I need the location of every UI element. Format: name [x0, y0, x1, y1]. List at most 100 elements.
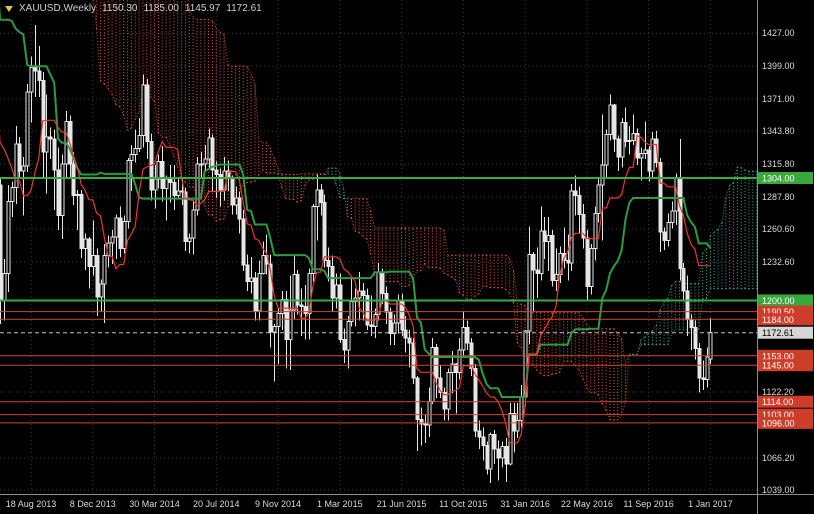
- candle-bull: [311, 205, 316, 274]
- senkou-span-a-line: [127, 127, 132, 131]
- senkou-span-a-line: [185, 182, 190, 188]
- candle-bull: [539, 230, 544, 274]
- senkou-span-a-line: [366, 238, 372, 255]
- senkou-span-a-line: [474, 293, 480, 297]
- price-tick-label: 1287.80: [762, 192, 795, 202]
- price-badge: [758, 172, 813, 185]
- senkou-span-a-line: [138, 93, 144, 113]
- senkou-span-a-line: [601, 403, 607, 411]
- date-tick-label: 30 Mar 2014: [129, 499, 180, 509]
- candle-bear: [481, 436, 486, 446]
- candle-bear: [172, 182, 177, 197]
- senkou-span-a-line: [586, 388, 592, 393]
- senkou-span-b-line: [578, 312, 584, 318]
- senkou-span-a-line: [710, 231, 715, 237]
- senkou-span-a-line: [412, 270, 418, 279]
- candle-bull: [457, 349, 462, 373]
- candle-bear: [210, 137, 215, 171]
- price-badge: [758, 416, 813, 429]
- senkou-span-a-line: [173, 156, 179, 168]
- date-tick-label: 22 May 2016: [561, 499, 613, 509]
- symbol-timeframe-label: XAUUSD,Weekly: [19, 3, 97, 14]
- candle-bull: [627, 139, 632, 143]
- candle-bull: [102, 255, 107, 285]
- candle-bear: [79, 193, 84, 250]
- candle-bear: [322, 202, 327, 261]
- candle-bull: [600, 164, 605, 186]
- candle-bull: [187, 237, 192, 243]
- time-axis[interactable]: 18 Aug 2013 8 Dec 2013 30 Mar 2014 20 Jul 2…: [6, 499, 733, 509]
- candle-bull: [650, 138, 655, 172]
- candle-bear: [369, 324, 374, 327]
- price-badge: [758, 349, 813, 362]
- price-tick-label: 1066.20: [762, 453, 795, 463]
- price-badge-label: 1304.00: [762, 174, 795, 184]
- candle-bull: [83, 238, 88, 250]
- candle-bull: [376, 271, 381, 316]
- candle-bear: [338, 284, 343, 340]
- candle-bear: [380, 271, 385, 294]
- candle-bull: [44, 136, 49, 153]
- senkou-span-a-line: [455, 279, 460, 294]
- senkou-span-b-line: [258, 138, 263, 144]
- senkou-span-a-line: [725, 184, 731, 199]
- price-tick-label: 1399.00: [762, 61, 795, 71]
- candle-bear: [183, 191, 188, 243]
- senkou-span-a-line: [103, 83, 109, 90]
- senkou-span-a-line: [706, 235, 711, 250]
- candle-bull: [122, 221, 127, 250]
- senkou-span-b-line: [439, 227, 445, 231]
- candle-bear: [419, 418, 424, 425]
- senkou-span-a-line: [274, 172, 279, 175]
- candle-bull: [60, 163, 65, 217]
- candle-bull: [666, 222, 671, 241]
- candle-bull: [346, 321, 351, 351]
- senkou-span-a-line: [555, 371, 561, 375]
- candle-bear: [492, 434, 497, 450]
- senkou-span-a-line: [548, 373, 553, 377]
- tenkan-sen-line: [0, 119, 711, 444]
- candle-bull: [527, 254, 532, 332]
- candle-bear: [245, 264, 250, 283]
- candle-bull: [257, 272, 262, 312]
- senkou-span-a-line: [451, 276, 456, 281]
- senkou-span-b-line: [339, 196, 344, 200]
- senkou-span-a-line: [443, 272, 449, 276]
- senkou-span-a-line: [671, 280, 677, 286]
- senkou-span-a-line: [285, 198, 290, 200]
- candle-bull: [446, 371, 451, 410]
- candle-bear: [253, 277, 258, 312]
- candle-bull: [2, 272, 7, 301]
- senkou-span-a-line: [713, 229, 719, 233]
- candle-bear: [342, 338, 347, 351]
- candle-bear: [218, 173, 223, 191]
- senkou-span-a-line: [293, 199, 298, 203]
- candle-bull: [75, 193, 80, 197]
- price-badge: [758, 313, 813, 326]
- candle-bull: [114, 217, 119, 238]
- candle-bull: [10, 186, 15, 203]
- candle-bear: [295, 274, 300, 306]
- price-axis[interactable]: 1427.00 1399.00 1371.00 1343.80 1315.80 1287.…: [758, 28, 813, 495]
- senkou-span-a-line: [150, 97, 155, 102]
- senkou-span-a-line: [571, 361, 576, 366]
- senkou-span-a-line: [262, 169, 267, 174]
- senkou-span-a-line: [574, 365, 580, 371]
- senkou-span-a-line: [200, 194, 206, 206]
- candle-bull: [427, 401, 432, 426]
- senkou-span-a-line: [702, 248, 707, 254]
- price-tick-label: 1343.80: [762, 126, 795, 136]
- candle-bear: [230, 177, 235, 206]
- candle-bear: [415, 377, 420, 420]
- candle-bear: [160, 161, 165, 190]
- senkou-span-a-line: [644, 333, 649, 338]
- candle-bull: [392, 322, 397, 334]
- candle-bear: [41, 79, 46, 153]
- senkou-span-a-line: [744, 169, 750, 172]
- senkou-span-a-line: [405, 284, 410, 288]
- candle-bear: [701, 377, 706, 380]
- senkou-span-b-line: [277, 167, 283, 175]
- price-badge-label: 1103.00: [762, 410, 794, 420]
- price-tick-label: 1427.00: [762, 28, 795, 38]
